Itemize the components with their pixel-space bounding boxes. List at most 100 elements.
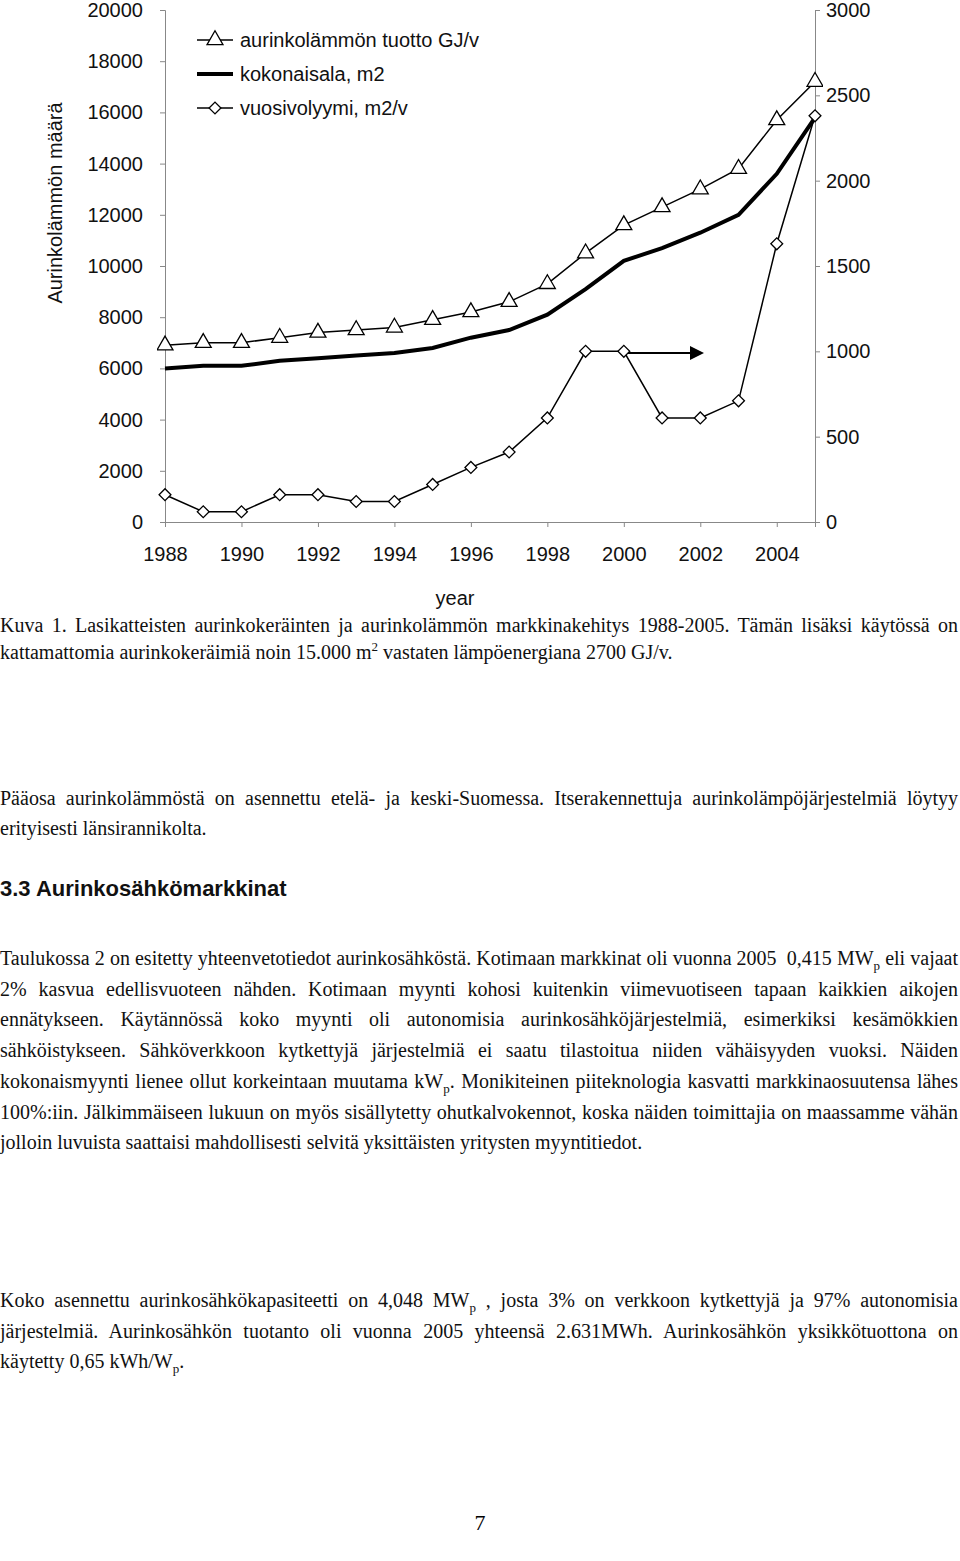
y2-axis-tick-mark (815, 181, 820, 182)
series-line (165, 118, 815, 369)
legend-marker (209, 102, 221, 114)
y2-axis-tick-mark (815, 95, 820, 96)
y2-axis-tick-label: 1500 (826, 255, 871, 277)
series-marker (807, 72, 823, 86)
y-axis-tick: 16000 (87, 101, 165, 123)
series-marker (310, 323, 326, 337)
x-axis-tick-mark (165, 522, 166, 527)
x-axis-tick-label: 1996 (449, 543, 494, 565)
paragraph: Taulukossa 2 on esitetty yhteenvetotiedo… (0, 943, 958, 1158)
x-axis-line (166, 523, 816, 528)
series-marker (236, 506, 248, 518)
y2-axis-tick: 1000 (815, 340, 871, 362)
x-axis-tick-mark (777, 522, 778, 527)
y2-axis-tick-label: 500 (826, 426, 859, 448)
y-axis-tick: 8000 (99, 306, 166, 328)
series-marker (771, 238, 783, 250)
y-axis-tick-label: 12000 (87, 204, 143, 226)
series-marker (618, 345, 630, 357)
series-marker (427, 479, 439, 491)
paragraph: Koko asennettu aurinkosähkökapasiteetti … (0, 1285, 958, 1377)
legend-label: aurinkolämmön tuotto GJ/v (240, 29, 479, 51)
y-axis-tick-label: 10000 (87, 255, 143, 277)
series-marker (350, 496, 362, 508)
page-number: 7 (0, 1510, 960, 1536)
y-axis-tick: 2000 (99, 460, 166, 482)
y-axis-tick-mark (160, 10, 165, 11)
x-axis-tick-label: 1992 (296, 543, 341, 565)
y-axis-tick: 18000 (87, 50, 165, 72)
series-marker (159, 489, 171, 501)
y-axis-tick: 0 (132, 511, 165, 533)
legend-label: vuosivolyymi, m2/v (240, 97, 408, 119)
y2-axis-tick: 2500 (815, 84, 871, 106)
text-run: . (179, 1350, 184, 1372)
legend-swatch (197, 72, 233, 76)
y-axis-tick-label: 6000 (99, 357, 144, 379)
series-marker (348, 321, 364, 335)
x-axis-tick-mark (700, 522, 701, 527)
y-axis-tick-label: 4000 (99, 409, 144, 431)
series-marker (157, 336, 173, 350)
y2-axis-tick-label: 2000 (826, 170, 871, 192)
x-axis-tick: 2000 (602, 522, 647, 565)
heading: 3.3 Aurinkosähkömarkkinat (0, 876, 287, 902)
series-marker (654, 198, 670, 212)
y-axis-tick: 20000 (87, 0, 165, 21)
series-line (165, 116, 815, 512)
y-axis-tick-label: 20000 (87, 0, 143, 21)
legend-item: kokonaisala, m2 (197, 63, 385, 85)
y2-axis-tick: 1500 (815, 255, 871, 277)
series-marker (465, 461, 477, 473)
series-marker (503, 446, 515, 458)
y-axis-tick: 14000 (87, 153, 165, 175)
series-marker (539, 275, 555, 289)
legend-marker (207, 31, 223, 45)
series-marker (425, 311, 441, 325)
series-marker (501, 293, 517, 307)
y2-axis-tick-mark (815, 10, 820, 11)
x-axis: 198819901992199419961998200020022004 (143, 522, 815, 565)
y2-axis-tick: 0 (815, 511, 837, 533)
chart: 0200040006000800010000120001400016000180… (0, 0, 960, 610)
series-marker (195, 334, 211, 348)
y-axis-tick-mark (160, 215, 165, 216)
x-axis-tick: 2004 (755, 522, 800, 565)
legend-item: aurinkolämmön tuotto GJ/v (197, 29, 479, 51)
x-axis-tick-mark (624, 522, 625, 527)
series-marker (386, 318, 402, 332)
subscript: p (443, 1081, 450, 1096)
series-marker (274, 489, 286, 501)
x-axis-tick-mark (318, 522, 319, 527)
x-axis-tick-mark (547, 522, 548, 527)
series-marker (809, 110, 821, 122)
y-axis-tick-mark (160, 266, 165, 267)
x-axis-tick: 1994 (373, 522, 418, 565)
y-axis-tick-mark (160, 420, 165, 421)
series-marker (616, 216, 632, 230)
x-axis-tick: 2002 (679, 522, 724, 565)
series-marker (769, 111, 785, 125)
y-axis-tick-label: 2000 (99, 460, 144, 482)
x-axis-tick-mark (241, 522, 242, 527)
arrow (628, 346, 704, 360)
y-axis-tick: 4000 (99, 409, 166, 431)
text-run: Koko asennettu aurinkosähkökapasiteetti … (0, 1289, 469, 1311)
y-axis-tick-label: 0 (132, 511, 143, 533)
y-axis-tick-label: 18000 (87, 50, 143, 72)
legend: aurinkolämmön tuotto GJ/v kokonaisala, m2… (197, 29, 479, 119)
y-axis-tick-label: 16000 (87, 101, 143, 123)
x-axis-tick-label: 2000 (602, 543, 647, 565)
y2-axis-tick-label: 0 (826, 511, 837, 533)
y2-axis-tick-mark (815, 266, 820, 267)
subscript: p (469, 1300, 476, 1315)
series-marker (733, 395, 745, 407)
x-axis-tick-label: 2004 (755, 543, 800, 565)
arrow-head (690, 346, 704, 360)
y-axis-tick-label: 8000 (99, 306, 144, 328)
x-axis-tick: 1990 (220, 522, 265, 565)
series-marker (312, 489, 324, 501)
paragraph: Pääosa aurinkolämmöstä on asennettu etel… (0, 783, 958, 843)
series-marker (656, 412, 668, 424)
x-axis-tick-mark (394, 522, 395, 527)
